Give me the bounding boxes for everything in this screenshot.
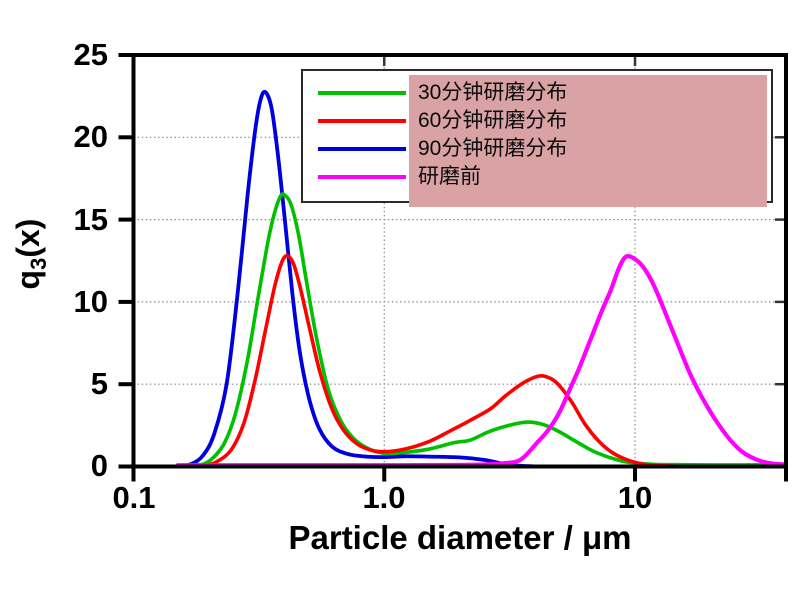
- legend-row-30min: 30分钟研磨分布: [303, 79, 771, 107]
- y-tick-label-5: 5: [90, 366, 108, 401]
- curve-grind-60min: [192, 253, 788, 469]
- x-tick-label-10: 10: [617, 480, 653, 515]
- legend: 30分钟研磨分布 60分钟研磨分布 90分钟研磨分布 研磨前: [301, 69, 773, 207]
- y-tick-label-10: 10: [73, 284, 108, 319]
- x-tick-label-0.1: 0.1: [112, 480, 156, 515]
- x-tick-label-1.0: 1.0: [362, 480, 406, 515]
- curves: [175, 89, 788, 469]
- legend-line-30min: [318, 91, 406, 95]
- legend-label-before: 研磨前: [418, 165, 481, 188]
- curve-before-grinding: [175, 253, 788, 468]
- legend-highlight-box: [409, 75, 767, 207]
- legend-row-before: 研磨前: [303, 163, 771, 191]
- x-axis-title: Particle diameter / μm: [288, 519, 632, 556]
- y-axis-title-rest: (x): [9, 218, 46, 258]
- legend-row-90min: 90分钟研磨分布: [303, 135, 771, 163]
- legend-label-30min: 30分钟研磨分布: [418, 81, 568, 104]
- y-tick-label-15: 15: [73, 202, 108, 237]
- legend-line-90min: [318, 147, 406, 151]
- legend-rows: 30分钟研磨分布 60分钟研磨分布 90分钟研磨分布 研磨前: [303, 71, 771, 191]
- legend-line-60min: [318, 119, 406, 123]
- legend-label-60min: 60分钟研磨分布: [418, 109, 568, 132]
- y-tick-label-20: 20: [73, 119, 108, 154]
- legend-line-before: [318, 175, 406, 179]
- plot-border: [131, 53, 788, 469]
- curve-grind-30min: [186, 192, 788, 469]
- legend-row-60min: 60分钟研磨分布: [303, 107, 771, 135]
- legend-label-90min: 90分钟研磨分布: [418, 137, 568, 160]
- y-axis-title-sub: 3: [26, 257, 52, 270]
- y-axis-title-main: q: [9, 269, 46, 290]
- y-axis-title: q3(x): [10, 219, 52, 290]
- y-tick-label-25: 25: [73, 37, 108, 72]
- y-tick-label-0: 0: [90, 448, 108, 483]
